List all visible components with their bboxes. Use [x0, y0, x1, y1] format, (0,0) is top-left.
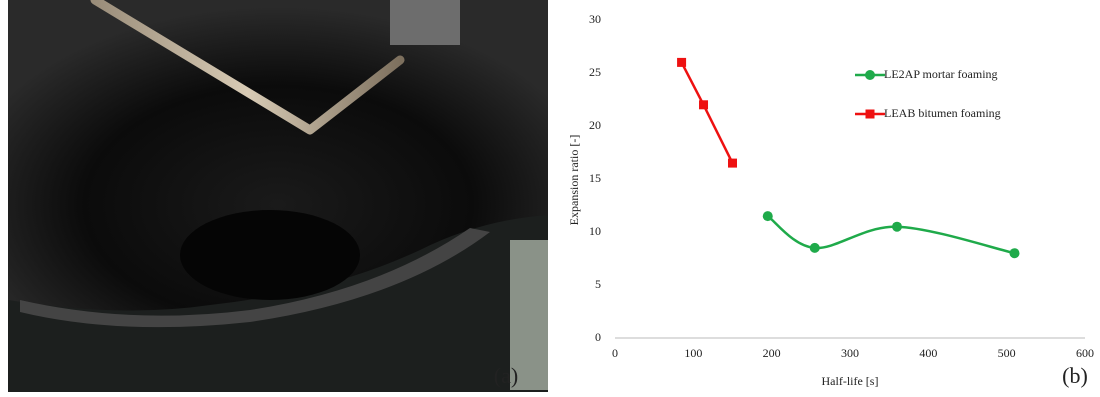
panel-label: (a): [494, 363, 518, 388]
x-tick-label: 400: [919, 346, 937, 360]
y-tick-label: 10: [589, 224, 601, 238]
x-tick-label: 300: [841, 346, 859, 360]
x-tick-label: 500: [998, 346, 1016, 360]
y-tick-label: 0: [595, 330, 601, 344]
x-tick-label: 0: [612, 346, 618, 360]
x-tick-label: 200: [763, 346, 781, 360]
y-tick-label: 5: [595, 277, 601, 291]
y-tick-label: 25: [589, 65, 601, 79]
legend-label: LE2AP mortar foaming: [884, 67, 998, 81]
photo: (a): [8, 0, 548, 392]
data-point: [762, 211, 773, 222]
legend-marker: [865, 70, 875, 80]
y-tick-label: 15: [589, 171, 601, 185]
data-point: [699, 100, 709, 110]
legend-label: LEAB bitumen foaming: [884, 106, 1001, 120]
x-axis-label: Half-life [s]: [822, 374, 879, 388]
y-tick-label: 30: [589, 12, 601, 26]
data-point: [728, 158, 737, 168]
legend-marker: [865, 109, 875, 119]
y-axis-label: Expansion ratio [-]: [567, 135, 581, 226]
panel-label: (b): [1062, 363, 1088, 388]
data-point: [892, 221, 902, 232]
data-point: [809, 242, 820, 253]
series-line: [766, 215, 1015, 255]
y-tick-label: 20: [589, 118, 601, 132]
x-tick-label: 100: [684, 346, 702, 360]
series-line: [680, 61, 734, 164]
x-tick-label: 600: [1076, 346, 1094, 360]
data-point: [677, 57, 687, 67]
data-point: [1009, 248, 1020, 259]
